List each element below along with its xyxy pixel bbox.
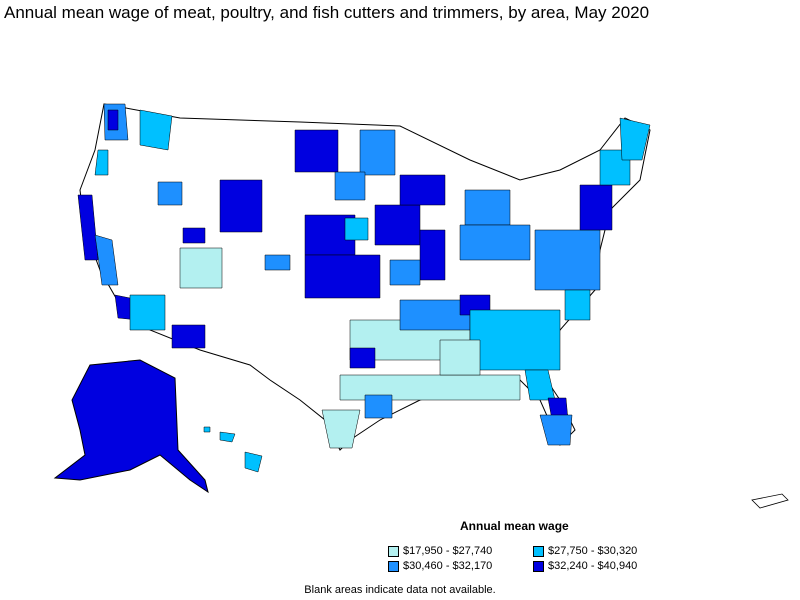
- area-utah: [179, 247, 223, 289]
- area-texas-south: [321, 409, 361, 449]
- area-wyoming: [219, 179, 263, 233]
- area-wa-east: [139, 109, 173, 151]
- area-ca-central: [94, 234, 119, 286]
- area-alabama: [439, 339, 481, 376]
- area-az-south: [171, 324, 206, 349]
- area-hawaii-2: [219, 431, 236, 443]
- area-indiana-ohio: [459, 224, 531, 261]
- legend-swatch-3: [388, 560, 399, 572]
- area-wisconsin: [399, 174, 446, 206]
- area-puerto-rico: [751, 493, 789, 509]
- area-sd: [334, 171, 366, 201]
- area-colorado: [264, 254, 291, 271]
- area-hawaii-1: [203, 426, 211, 433]
- area-ne-east: [344, 217, 369, 241]
- legend-label-2: $27,750 - $30,320: [548, 545, 638, 557]
- area-alaska: [53, 359, 209, 494]
- legend-item-2: $27,750 - $30,320: [533, 545, 637, 557]
- area-illinois: [419, 229, 446, 281]
- area-wa-nw: [107, 109, 119, 131]
- area-mid-atlantic: [534, 229, 601, 291]
- legend-swatch-2: [533, 545, 544, 557]
- area-kansas: [304, 254, 381, 299]
- area-iowa: [374, 204, 421, 246]
- area-hawaii-3: [244, 451, 263, 473]
- area-minnesota: [359, 129, 396, 176]
- area-southeast: [469, 309, 561, 371]
- legend-label-4: $32,240 - $40,940: [548, 560, 638, 572]
- area-florida-north: [524, 369, 556, 401]
- area-houston: [364, 394, 393, 419]
- area-michigan: [464, 189, 511, 226]
- area-missouri: [389, 259, 421, 286]
- area-oklahoma-city: [349, 347, 376, 369]
- map-title: Annual mean wage of meat, poultry, and f…: [4, 3, 650, 22]
- legend-label-1: $17,950 - $27,740: [403, 545, 493, 557]
- legend-swatch-1: [388, 545, 399, 557]
- legend-swatch-4: [533, 560, 544, 572]
- area-nw-coast: [94, 149, 109, 176]
- area-arizona: [129, 294, 166, 331]
- footnote: Blank areas indicate data not available.: [304, 584, 496, 596]
- legend-title: Annual mean wage: [460, 519, 569, 533]
- area-florida-south: [539, 414, 573, 446]
- area-maine: [619, 117, 651, 161]
- legend-label-3: $30,460 - $32,170: [403, 560, 493, 572]
- area-idaho: [157, 181, 183, 206]
- area-tennessee: [399, 299, 471, 331]
- legend-item-4: $32,240 - $40,940: [533, 560, 637, 572]
- area-ut-north: [182, 227, 206, 244]
- area-va-south: [564, 289, 591, 321]
- area-north-dakota: [294, 129, 339, 173]
- area-ny-nj: [579, 184, 613, 231]
- area-ca-north: [77, 194, 99, 261]
- legend-item-1: $17,950 - $27,740: [388, 545, 492, 557]
- legend-item-3: $30,460 - $32,170: [388, 560, 492, 572]
